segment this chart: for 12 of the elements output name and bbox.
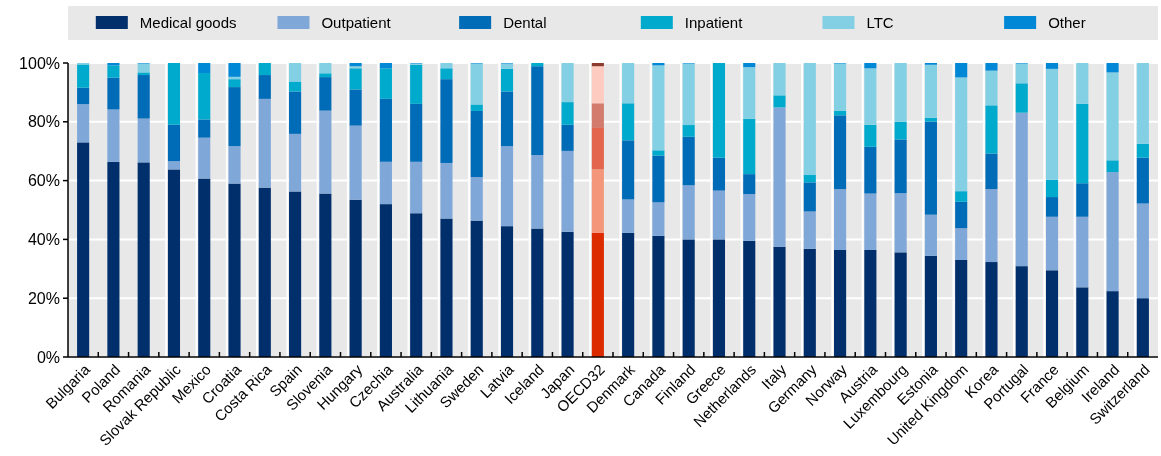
- y-tick-label: 20%: [27, 289, 60, 307]
- legend-label: Medical goods: [139, 14, 237, 31]
- legend-label: Dental: [503, 14, 547, 31]
- legend-label: LTC: [866, 14, 894, 31]
- y-tick-label: 60%: [27, 172, 60, 190]
- legend-label: Other: [1048, 14, 1086, 31]
- legend-label: Outpatient: [321, 14, 392, 31]
- y-tick-label: 80%: [27, 113, 60, 131]
- y-tick-label: 100%: [19, 54, 60, 72]
- y-tick-label: 0%: [36, 348, 60, 366]
- y-tick-label: 40%: [27, 231, 60, 248]
- legend-label: Inpatient: [684, 14, 744, 31]
